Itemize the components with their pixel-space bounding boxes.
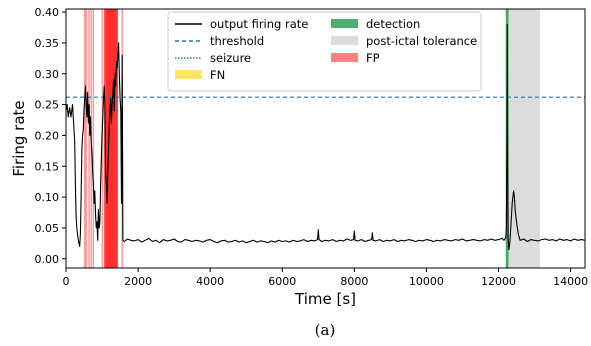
false-positive-markers — [83, 9, 123, 268]
legend-box — [167, 11, 482, 92]
legend-swatch — [331, 36, 358, 45]
legend-label: FN — [210, 68, 225, 82]
legend-swatch — [331, 19, 358, 28]
legend-label: output firing rate — [210, 17, 308, 31]
plot-lines — [65, 9, 586, 268]
x-axis-ticks: 0 2000 4000 6000 8000 10000 12000 14000 — [63, 268, 588, 288]
x-axis-label: Time [s] — [294, 290, 356, 308]
y-tick-label: 0.00 — [35, 253, 60, 266]
y-tick-label: 0.05 — [35, 222, 60, 235]
x-tick-label: 8000 — [340, 275, 368, 288]
legend-label: threshold — [210, 34, 264, 48]
y-tick-label: 0.10 — [35, 191, 60, 204]
legend-swatch — [175, 70, 202, 79]
legend-label: seizure — [210, 51, 251, 65]
legend-label: post-ictal tolerance — [366, 34, 477, 48]
y-tick-label: 0.15 — [35, 160, 60, 173]
y-tick-label: 0.35 — [35, 37, 60, 50]
x-tick-label: 0 — [63, 275, 70, 288]
y-axis-label: Firing rate — [10, 100, 28, 176]
x-tick-label: 12000 — [481, 275, 516, 288]
y-axis-ticks: 0.00 0.05 0.10 0.15 0.20 0.25 0.30 0.35 0.40 — [35, 6, 66, 266]
x-tick-label: 4000 — [196, 275, 224, 288]
output-firing-rate-line — [65, 23, 586, 251]
x-tick-label: 2000 — [124, 275, 152, 288]
x-tick-label: 14000 — [553, 275, 588, 288]
y-tick-label: 0.40 — [35, 6, 60, 19]
legend-swatch — [331, 53, 358, 62]
y-tick-label: 0.20 — [35, 129, 60, 142]
post-ictal-span — [508, 9, 540, 268]
y-tick-label: 0.25 — [35, 99, 60, 112]
legend: output firing rate threshold seizure FN dete… — [167, 11, 482, 92]
legend-label: FP — [366, 51, 380, 65]
plot-frame — [65, 8, 586, 269]
y-tick-label: 0.30 — [35, 68, 60, 81]
x-tick-label: 6000 — [268, 275, 296, 288]
figure-caption: (a) — [315, 321, 336, 339]
legend-label: detection — [366, 17, 420, 31]
x-tick-label: 10000 — [409, 275, 444, 288]
